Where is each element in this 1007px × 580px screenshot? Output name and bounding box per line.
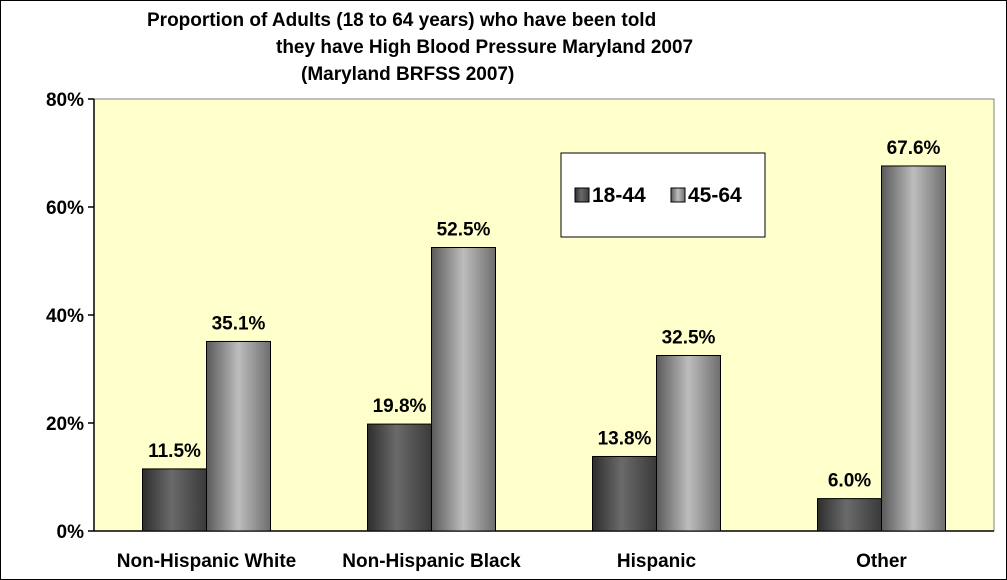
bar-non-hispanic-black-45-64 xyxy=(431,247,496,532)
data-label-hispanic-45-64: 32.5% xyxy=(662,328,716,349)
x-category-label-non-hispanic-white: Non-Hispanic White xyxy=(117,551,296,572)
y-tick-label: 0% xyxy=(57,522,85,543)
legend-swatch-45-64 xyxy=(670,187,686,203)
legend-label-45-64: 45-64 xyxy=(688,184,742,207)
y-tick-label: 80% xyxy=(46,90,84,111)
bar-non-hispanic-white-18-44 xyxy=(142,468,207,532)
y-tick-label: 20% xyxy=(46,414,84,435)
x-category-label-non-hispanic-black: Non-Hispanic Black xyxy=(342,551,521,572)
data-label-non-hispanic-black-45-64: 52.5% xyxy=(437,220,491,241)
data-label-other-18-44: 6.0% xyxy=(828,471,871,492)
bar-non-hispanic-white-45-64 xyxy=(206,340,271,532)
legend-label-18-44: 18-44 xyxy=(592,184,646,207)
legend-box xyxy=(560,152,766,238)
data-label-non-hispanic-white-45-64: 35.1% xyxy=(212,313,266,334)
chart-title-line-3: (Maryland BRFSS 2007) xyxy=(301,64,514,85)
category-labels-group: Non-Hispanic White Non-Hispanic Black Hisp… xyxy=(117,551,908,572)
data-label-other-45-64: 67.6% xyxy=(887,138,941,159)
legend-swatch-18-44 xyxy=(574,187,590,203)
chart-title-line-1: Proportion of Adults (18 to 64 years) wh… xyxy=(147,10,656,31)
y-tick-label: 40% xyxy=(46,306,84,327)
x-category-label-other: Other xyxy=(856,551,907,572)
bar-hispanic-45-64 xyxy=(656,355,721,532)
data-label-non-hispanic-white-18-44: 11.5% xyxy=(148,441,201,462)
chart-title-line-2: they have High Blood Pressure Maryland 2… xyxy=(276,37,693,58)
bars-group xyxy=(142,165,946,532)
data-labels-group: 11.5% 35.1% 19.8% 52.5% 13.8% 32.5% 6.0% 67.6% xyxy=(148,138,940,492)
data-label-hispanic-18-44: 13.8% xyxy=(598,428,652,449)
data-label-non-hispanic-black-18-44: 19.8% xyxy=(373,396,427,417)
bar-other-45-64 xyxy=(881,165,946,532)
bar-hispanic-18-44 xyxy=(592,455,657,532)
bar-other-18-44 xyxy=(817,498,882,532)
legend: 18-44 45-64 xyxy=(560,152,766,238)
y-tick-label: 60% xyxy=(46,198,84,219)
x-category-label-hispanic: Hispanic xyxy=(617,551,697,572)
bar-non-hispanic-black-18-44 xyxy=(367,423,432,532)
y-axis-ticks: 0% 20% 40% 60% 80% xyxy=(46,90,94,543)
